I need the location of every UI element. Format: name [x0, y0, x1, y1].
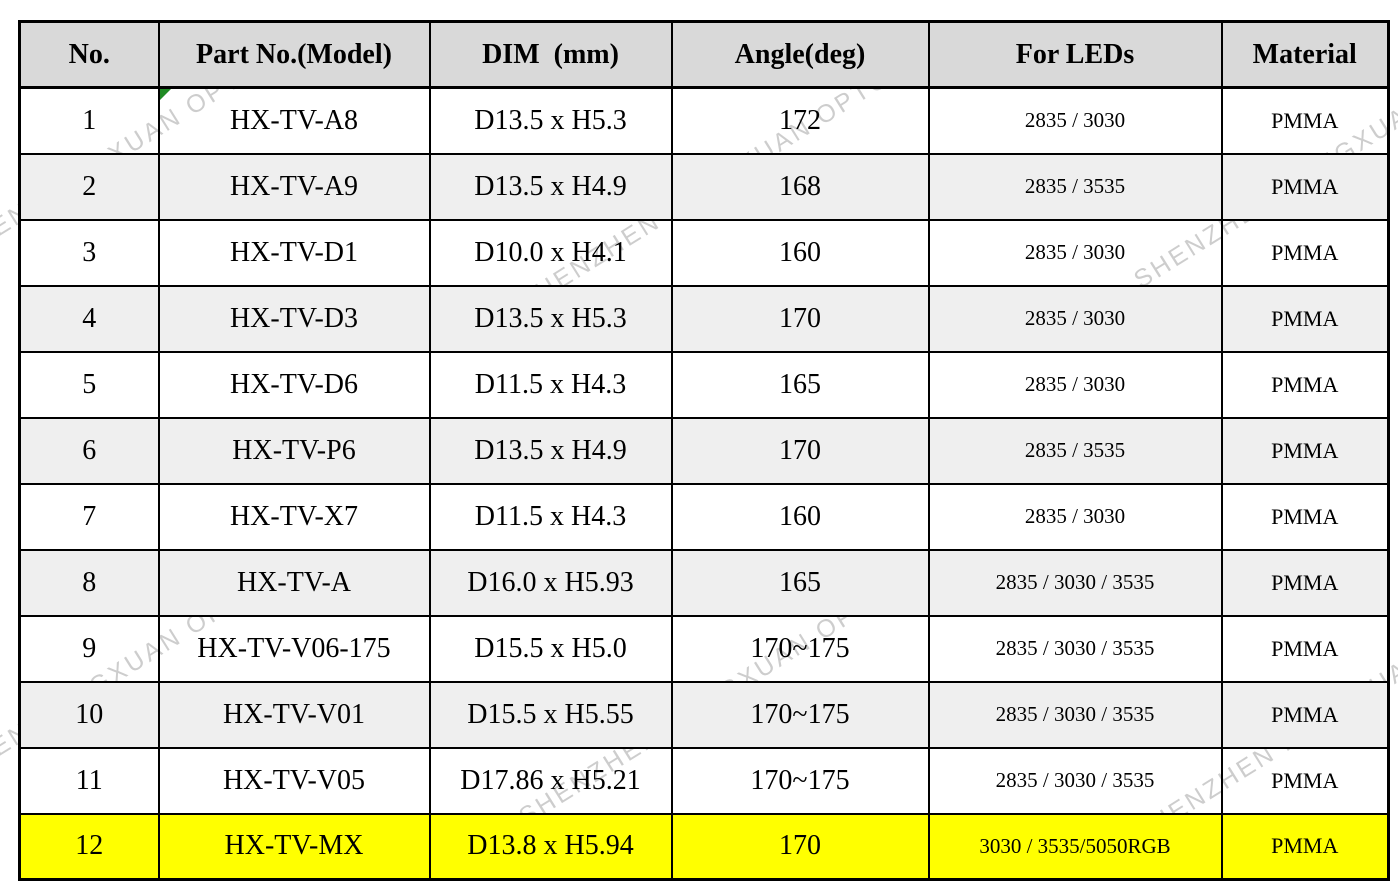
cell-dim: D15.5 x H5.55 [428, 680, 673, 749]
cell-material: PMMA [1220, 152, 1390, 221]
cell-material: PMMA [1220, 746, 1390, 815]
table-body: 1 HX-TV-A8 D13.5 x H5.3 172 2835 / 3030 PMMA 2… [18, 86, 1390, 881]
cell-material: PMMA [1220, 350, 1390, 419]
cell-part: HX-TV-A8 [157, 86, 431, 155]
led-lens-spec-table: No. Part No.(Model) DIM (mm) Angle(deg) … [18, 20, 1390, 881]
header-cell-leds: For LEDs [927, 20, 1223, 89]
cell-angle: 172 [670, 86, 930, 155]
cell-angle: 170~175 [670, 614, 930, 683]
header-cell-material: Material [1220, 20, 1390, 89]
cell-part: HX-TV-V05 [157, 746, 431, 815]
cell-leds: 2835 / 3030 [927, 86, 1223, 155]
table-row: 12 HX-TV-MX D13.8 x H5.94 170 3030 / 3535/50… [18, 812, 1390, 881]
table-header: No. Part No.(Model) DIM (mm) Angle(deg) … [18, 20, 1390, 89]
table-row: 4 HX-TV-D3 D13.5 x H5.3 170 2835 / 3030 PMMA [18, 284, 1390, 353]
table-row: 5 HX-TV-D6 D11.5 x H4.3 165 2835 / 3030 PMMA [18, 350, 1390, 419]
cell-angle: 160 [670, 482, 930, 551]
header-cell-angle: Angle(deg) [670, 20, 930, 89]
cell-material: PMMA [1220, 218, 1390, 287]
cell-no: 4 [18, 284, 160, 353]
cell-leds: 2835 / 3030 / 3535 [927, 548, 1223, 617]
cell-part: HX-TV-A9 [157, 152, 431, 221]
cell-dim: D11.5 x H4.3 [428, 350, 673, 419]
cell-dim: D13.8 x H5.94 [428, 812, 673, 881]
cell-part: HX-TV-D3 [157, 284, 431, 353]
cell-angle: 168 [670, 152, 930, 221]
cell-leds: 2835 / 3030 [927, 482, 1223, 551]
cell-no: 3 [18, 218, 160, 287]
cell-no: 2 [18, 152, 160, 221]
cell-part: HX-TV-X7 [157, 482, 431, 551]
cell-angle: 165 [670, 548, 930, 617]
cell-leds: 3030 / 3535/5050RGB [927, 812, 1223, 881]
cell-material: PMMA [1220, 548, 1390, 617]
cell-dim: D13.5 x H4.9 [428, 416, 673, 485]
table-row: 8 HX-TV-A D16.0 x H5.93 165 2835 / 3030 / 35… [18, 548, 1390, 617]
cell-part: HX-TV-V01 [157, 680, 431, 749]
cell-material: PMMA [1220, 614, 1390, 683]
cell-part: HX-TV-D1 [157, 218, 431, 287]
cell-angle: 170 [670, 812, 930, 881]
header-row: No. Part No.(Model) DIM (mm) Angle(deg) … [18, 20, 1390, 89]
cell-no: 6 [18, 416, 160, 485]
cell-material: PMMA [1220, 482, 1390, 551]
table-row: 3 HX-TV-D1 D10.0 x H4.1 160 2835 / 3030 PMMA [18, 218, 1390, 287]
cell-angle: 170~175 [670, 746, 930, 815]
cell-no: 1 [18, 86, 160, 155]
cell-part: HX-TV-MX [157, 812, 431, 881]
cell-angle: 170 [670, 416, 930, 485]
table-row: 6 HX-TV-P6 D13.5 x H4.9 170 2835 / 3535 PMMA [18, 416, 1390, 485]
cell-dim: D15.5 x H5.0 [428, 614, 673, 683]
cell-no: 12 [18, 812, 160, 881]
cell-angle: 170~175 [670, 680, 930, 749]
cell-dim: D17.86 x H5.21 [428, 746, 673, 815]
table-row: 7 HX-TV-X7 D11.5 x H4.3 160 2835 / 3030 PMMA [18, 482, 1390, 551]
cell-part: HX-TV-V06-175 [157, 614, 431, 683]
cell-angle: 170 [670, 284, 930, 353]
cell-no: 8 [18, 548, 160, 617]
cell-leds: 2835 / 3030 / 3535 [927, 614, 1223, 683]
cell-material: PMMA [1220, 680, 1390, 749]
cell-angle: 165 [670, 350, 930, 419]
cell-leds: 2835 / 3030 / 3535 [927, 680, 1223, 749]
cell-no: 11 [18, 746, 160, 815]
cell-material: PMMA [1220, 86, 1390, 155]
cell-leds: 2835 / 3535 [927, 416, 1223, 485]
cell-leds: 2835 / 3030 [927, 350, 1223, 419]
table-row: 2 HX-TV-A9 D13.5 x H4.9 168 2835 / 3535 PMMA [18, 152, 1390, 221]
cell-dim: D13.5 x H4.9 [428, 152, 673, 221]
cell-dim: D11.5 x H4.3 [428, 482, 673, 551]
header-cell-part: Part No.(Model) [157, 20, 431, 89]
cell-leds: 2835 / 3030 / 3535 [927, 746, 1223, 815]
cell-material: PMMA [1220, 284, 1390, 353]
cell-dim: D16.0 x H5.93 [428, 548, 673, 617]
cell-leds: 2835 / 3030 [927, 284, 1223, 353]
table-row: 10 HX-TV-V01 D15.5 x H5.55 170~175 2835 / 30… [18, 680, 1390, 749]
cell-material: PMMA [1220, 812, 1390, 881]
table-row: 9 HX-TV-V06-175 D15.5 x H5.0 170~175 2835 / … [18, 614, 1390, 683]
cell-no: 10 [18, 680, 160, 749]
cell-leds: 2835 / 3535 [927, 152, 1223, 221]
cell-no: 9 [18, 614, 160, 683]
cell-no: 7 [18, 482, 160, 551]
cell-part: HX-TV-D6 [157, 350, 431, 419]
header-cell-no: No. [18, 20, 160, 89]
cell-material: PMMA [1220, 416, 1390, 485]
cell-dim: D13.5 x H5.3 [428, 86, 673, 155]
table-row: 1 HX-TV-A8 D13.5 x H5.3 172 2835 / 3030 PMMA [18, 86, 1390, 155]
cell-dim: D13.5 x H5.3 [428, 284, 673, 353]
table-row: 11 HX-TV-V05 D17.86 x H5.21 170~175 2835 / 3… [18, 746, 1390, 815]
cell-no: 5 [18, 350, 160, 419]
cell-angle: 160 [670, 218, 930, 287]
cell-part: HX-TV-P6 [157, 416, 431, 485]
header-cell-dim: DIM (mm) [428, 20, 673, 89]
cell-dim: D10.0 x H4.1 [428, 218, 673, 287]
cell-part: HX-TV-A [157, 548, 431, 617]
cell-leds: 2835 / 3030 [927, 218, 1223, 287]
